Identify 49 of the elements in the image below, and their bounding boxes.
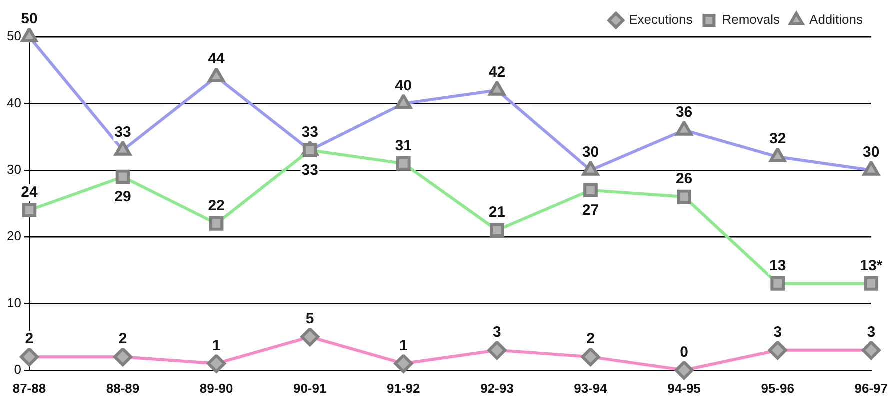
data-label: 3 bbox=[493, 324, 502, 342]
y-tick-label: 40 bbox=[6, 95, 22, 110]
legend-label: Removals bbox=[722, 12, 781, 28]
y-tick-label: 20 bbox=[6, 228, 22, 244]
x-tick-label: 94-95 bbox=[668, 380, 701, 396]
data-label: 1 bbox=[399, 337, 408, 354]
data-label: 3 bbox=[867, 324, 876, 342]
data-label: 0 bbox=[680, 344, 688, 362]
data-label: 44 bbox=[208, 50, 226, 68]
data-label: 2 bbox=[25, 330, 34, 348]
x-tick-label: 95-96 bbox=[761, 380, 794, 396]
y-tick-label: 10 bbox=[6, 295, 22, 310]
x-tick-label: 89-90 bbox=[200, 380, 234, 396]
data-label: 2 bbox=[586, 330, 595, 348]
data-label: 42 bbox=[488, 64, 506, 81]
legend-label: Additions bbox=[810, 12, 864, 28]
data-label: 30 bbox=[582, 144, 600, 161]
data-label: 27 bbox=[582, 202, 600, 220]
data-label: 13* bbox=[860, 257, 883, 274]
data-label: 29 bbox=[114, 188, 132, 206]
data-label: 30 bbox=[863, 144, 880, 161]
data-label: 24 bbox=[21, 184, 38, 202]
data-label: 33 bbox=[302, 162, 318, 179]
data-label: 36 bbox=[676, 104, 693, 121]
y-tick-label: 30 bbox=[6, 162, 22, 177]
data-label: 33 bbox=[302, 124, 318, 141]
x-tick-label: 91-92 bbox=[387, 380, 420, 396]
data-label: 2 bbox=[118, 330, 128, 348]
data-label: 5 bbox=[306, 310, 314, 328]
data-label: 22 bbox=[208, 197, 225, 214]
data-label: 26 bbox=[676, 170, 693, 188]
x-tick-label: 87-88 bbox=[12, 380, 46, 396]
x-tick-label: 93-94 bbox=[574, 380, 608, 396]
legend-label: Executions bbox=[629, 12, 694, 28]
x-tick-label: 96-97 bbox=[854, 380, 888, 396]
data-label: 13 bbox=[769, 257, 786, 274]
data-label: 50 bbox=[21, 10, 38, 28]
data-label: 33 bbox=[114, 124, 132, 141]
data-label: 21 bbox=[488, 204, 506, 222]
data-label: 3 bbox=[774, 324, 782, 342]
x-tick-label: 88-89 bbox=[106, 380, 140, 396]
x-tick-label: 90-91 bbox=[293, 380, 327, 396]
data-label: 32 bbox=[769, 130, 786, 148]
y-tick-label: 50 bbox=[6, 28, 22, 44]
y-tick-label: 0 bbox=[14, 362, 22, 377]
data-label: 40 bbox=[395, 77, 412, 94]
data-label: 1 bbox=[212, 337, 221, 354]
data-label: 31 bbox=[395, 137, 412, 154]
x-tick-label: 92-93 bbox=[480, 380, 514, 396]
